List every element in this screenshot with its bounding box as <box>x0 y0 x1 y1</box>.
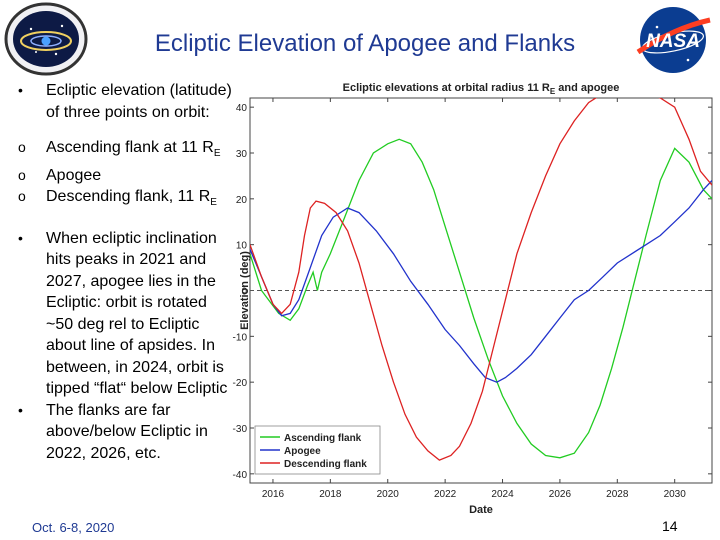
y-tick-label: -10 <box>233 332 248 343</box>
series-line-apogee <box>250 180 712 383</box>
y-tick-label: 0 <box>241 287 247 298</box>
sub-bullet-item: o Ascending flank at 11 RE <box>18 137 233 165</box>
bullet-marker: • <box>18 401 23 418</box>
footer-date: Oct. 6-8, 2020 <box>32 520 115 535</box>
sub-bullet-text: Ascending flank at 11 RE <box>46 139 221 160</box>
y-tick-label: 30 <box>236 149 248 160</box>
y-tick-label: 40 <box>236 103 248 114</box>
y-axis-label: Elevation (deg) <box>239 251 251 330</box>
bullet-item: • The flanks are far above/below Eclipti… <box>18 400 233 465</box>
bullet-item: • When ecliptic inclination hits peaks i… <box>18 228 233 400</box>
page-number: 14 <box>662 518 678 534</box>
sub-bullet-item: o Descending flank, 11 RE <box>18 186 233 214</box>
bullet-text: The flanks are far above/below Ecliptic … <box>46 401 208 462</box>
bullet-list: • Ecliptic elevation (latitude) of three… <box>18 80 233 464</box>
x-axis-label: Date <box>469 504 493 516</box>
x-tick-label: 2018 <box>319 489 342 500</box>
sub-bullet-text: Descending flank, 11 RE <box>46 188 217 209</box>
mission-logo <box>4 2 88 76</box>
x-tick-label: 2026 <box>549 489 572 500</box>
x-tick-label: 2020 <box>377 489 400 500</box>
elevation-chart: 40 30 20 10 0 -10 -20 -30 -40 2016 2018 2020 2022 202… <box>233 82 713 516</box>
chart-title: Ecliptic elevations at orbital radius 11… <box>343 82 620 96</box>
bullet-text: Ecliptic elevation (latitude) of three p… <box>46 82 232 121</box>
series-line-descending-flank <box>250 98 712 461</box>
chart-container: 40 30 20 10 0 -10 -20 -30 -40 2016 2018 2020 2022 202… <box>225 78 720 518</box>
legend-label: Ascending flank <box>284 433 362 444</box>
y-tick-label: 10 <box>236 241 248 252</box>
bullet-item: • Ecliptic elevation (latitude) of three… <box>18 80 233 123</box>
nasa-logo-text: NASA <box>646 31 700 52</box>
bullet-marker: • <box>18 229 23 246</box>
y-tick-label: -30 <box>233 424 248 435</box>
slide-title: Ecliptic Elevation of Apogee and Flanks <box>154 30 576 57</box>
sub-bullet-text: Apogee <box>46 166 102 184</box>
x-tick-label: 2016 <box>262 489 285 500</box>
y-tick-label: 20 <box>236 195 248 206</box>
nasa-logo: NASA <box>630 4 716 76</box>
series-line-ascending-flank <box>250 138 712 459</box>
x-tick-label: 2028 <box>606 489 629 500</box>
y-tick-label: -40 <box>233 470 248 481</box>
x-tick-label: 2030 <box>664 489 687 500</box>
y-tick-label: -20 <box>233 378 248 389</box>
sub-bullet-marker: o <box>18 139 26 155</box>
sub-bullet-item: o Apogee <box>18 165 233 187</box>
bullet-marker: • <box>18 82 23 98</box>
sub-bullet-marker: o <box>18 166 26 183</box>
legend-label: Descending flank <box>284 459 367 470</box>
bullet-text: When ecliptic inclination hits peaks in … <box>46 229 228 398</box>
x-tick-label: 2024 <box>491 489 514 500</box>
legend-label: Apogee <box>284 446 321 457</box>
x-tick-label: 2022 <box>434 489 457 500</box>
sub-bullet-marker: o <box>18 188 26 205</box>
